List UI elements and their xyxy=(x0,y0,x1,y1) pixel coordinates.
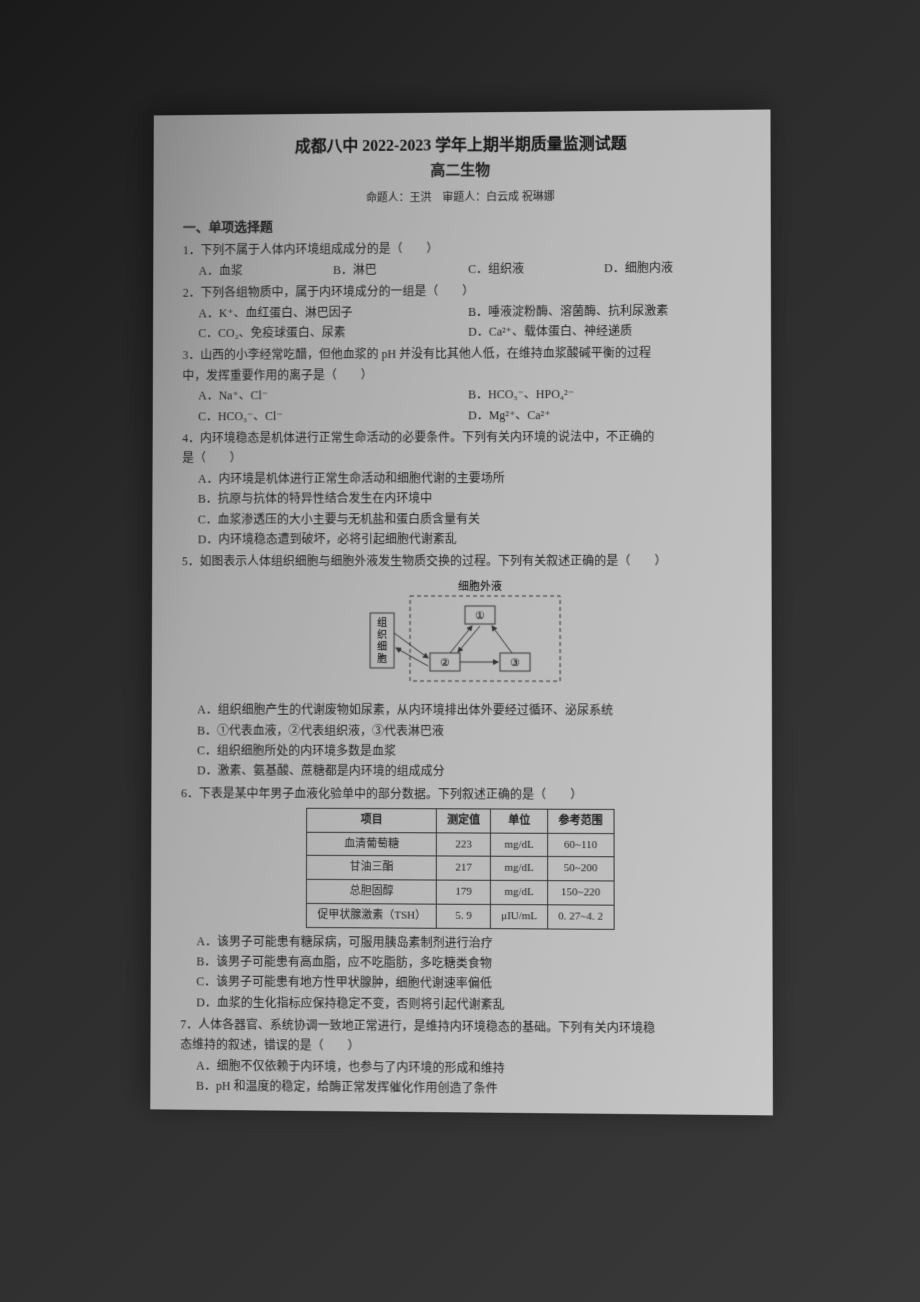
q5-diagram: 细胞外液 组 织 细 胞 ① ② ③ xyxy=(181,578,741,695)
q5-stem: 5．如图表示人体组织细胞与细胞外液发生物质交换的过程。下列有关叙述正确的是（ ） xyxy=(182,551,741,572)
th-2: 单位 xyxy=(491,809,548,833)
question-6: 6．下表是某中年男子血液化验单中的部分数据。下列叙述正确的是（ ） 项目 测定值… xyxy=(180,783,742,1017)
exam-subtitle: 高二生物 xyxy=(183,157,740,187)
diagram-left-4: 胞 xyxy=(377,653,387,665)
diagram-n3: ③ xyxy=(510,657,520,669)
q4-stem-2: 是（ ） xyxy=(182,447,741,469)
table-row: 血清葡萄糖 223 mg/dL 60~110 xyxy=(307,832,614,857)
diagram-outer-label: 细胞外液 xyxy=(458,579,502,593)
q7-opt-b: B．pH 和温度的稳定，给酶正常发挥催化作用创造了条件 xyxy=(196,1076,742,1102)
table-row: 总胆固醇 179 mg/dL 150~220 xyxy=(307,879,614,904)
q2-opt-c: C．CO₂、免疫球蛋白、尿素 xyxy=(198,322,468,344)
diagram-n1: ① xyxy=(475,610,485,622)
arrow-2-to-tissue xyxy=(396,648,428,666)
q3-opt-c: C．HCO₃⁻、Cl⁻ xyxy=(198,405,468,426)
th-0: 项目 xyxy=(307,808,437,832)
q3-opt-b: B．HCO₃⁻、HPO₄²⁻ xyxy=(468,384,741,405)
q4-opt-b: B．抗原与抗体的特异性结合发生在内环境中 xyxy=(198,488,741,510)
q4-stem-1: 4．内环境稳态是机体进行正常生命活动的必要条件。下列有关内环境的说法中，不正确的 xyxy=(182,426,741,448)
q5-opt-a: A．组织细胞产生的代谢废物如尿素，从内环境排出体外要经过循环、泌尿系统 xyxy=(197,700,741,721)
q1-opt-b: B．淋巴 xyxy=(333,259,468,280)
q3-stem-2: 中，发挥重要作用的离子是（ ） xyxy=(182,363,740,386)
question-2: 2．下列各组物质中，属于内环境成分的一组是（ ） A．K⁺、血红蛋白、淋巴因子 … xyxy=(183,280,741,344)
exam-page: 成都八中 2022-2023 学年上期半期质量监测试题 高二生物 命题人：王洪 … xyxy=(150,109,773,1115)
diagram-outer-box xyxy=(410,596,560,681)
q6-stem: 6．下表是某中年男子血液化验单中的部分数据。下列叙述正确的是（ ） xyxy=(181,783,742,805)
q5-opt-b: B．①代表血液，②代表组织液，③代表淋巴液 xyxy=(197,720,742,742)
table-row: 促甲状腺激素（TSH） 5. 9 μIU/mL 0. 27~4. 2 xyxy=(307,903,614,929)
q5-opt-c: C．组织细胞所处的内环境多数是血浆 xyxy=(197,740,742,762)
diagram-n2: ② xyxy=(440,657,450,669)
section-heading: 一、单项选择题 xyxy=(183,213,741,239)
q3-opt-a: A．Na⁺、Cl⁻ xyxy=(198,385,468,406)
diagram-left-2: 织 xyxy=(377,629,387,641)
q4-opt-d: D．内环境稳态遭到破坏，必将引起细胞代谢紊乱 xyxy=(198,529,742,550)
q3-stem-1: 3．山西的小李经常吃醋，但他血浆的 pH 并没有比其他人低，在维持血浆酸碱平衡的… xyxy=(182,343,740,366)
diagram-left-3: 细 xyxy=(377,640,387,653)
cell-fluid-diagram: 细胞外液 组 织 细 胞 ① ② ③ xyxy=(350,578,570,688)
q6-opt-d: D．血浆的生化指标应保持稳定不变，否则将引起代谢紊乱 xyxy=(196,992,742,1017)
q5-opt-d: D．激素、氨基酸、蔗糖都是内环境的组成成分 xyxy=(197,761,742,783)
question-7: 7．人体各器官、系统协调一致地正常进行，是维持内环境稳态的基础。下列有关内环境稳… xyxy=(180,1014,742,1101)
question-1: 1．下列不属于人体内环境组成成分的是（ ） A．血浆 B．淋巴 C．组织液 D．… xyxy=(183,237,741,281)
question-3: 3．山西的小李经常吃醋，但他血浆的 pH 并没有比其他人低，在维持血浆酸碱平衡的… xyxy=(182,343,741,427)
th-3: 参考范围 xyxy=(548,809,614,833)
diagram-left-1: 组 xyxy=(377,616,387,629)
question-4: 4．内环境稳态是机体进行正常生命活动的必要条件。下列有关内环境的说法中，不正确的… xyxy=(182,426,741,549)
q2-opt-b: B．唾液淀粉酶、溶菌酶、抗利尿激素 xyxy=(468,300,741,322)
q3-opt-d: D．Mg²⁺、Ca²⁺ xyxy=(468,404,741,425)
q2-opt-d: D．Ca²⁺、载体蛋白、神经递质 xyxy=(468,320,741,342)
exam-authors: 命题人：王洪 审题人：白云成 祝琳娜 xyxy=(183,186,740,209)
arrow-tissue-to-2 xyxy=(394,633,428,658)
table-head-row: 项目 测定值 单位 参考范围 xyxy=(307,808,614,833)
q1-opt-d: D．细胞内液 xyxy=(604,257,741,278)
table-row: 甘油三酯 217 mg/dL 50~200 xyxy=(307,856,614,881)
q4-opt-c: C．血浆渗透压的大小主要与无机盐和蛋白质含量有关 xyxy=(198,508,741,529)
q2-opt-a: A．K⁺、血红蛋白、淋巴因子 xyxy=(198,302,468,324)
question-5: 5．如图表示人体组织细胞与细胞外液发生物质交换的过程。下列有关叙述正确的是（ ）… xyxy=(181,551,742,783)
th-1: 测定值 xyxy=(437,809,491,833)
arrow-3-to-1 xyxy=(492,626,512,653)
q6-table: 项目 测定值 单位 参考范围 血清葡萄糖 223 mg/dL 60~110 甘油… xyxy=(306,808,614,930)
q4-opt-a: A．内环境是机体进行正常生命活动和细胞代谢的主要场所 xyxy=(198,467,741,489)
q1-opt-c: C．组织液 xyxy=(468,258,604,279)
q1-opt-a: A．血浆 xyxy=(199,260,333,281)
